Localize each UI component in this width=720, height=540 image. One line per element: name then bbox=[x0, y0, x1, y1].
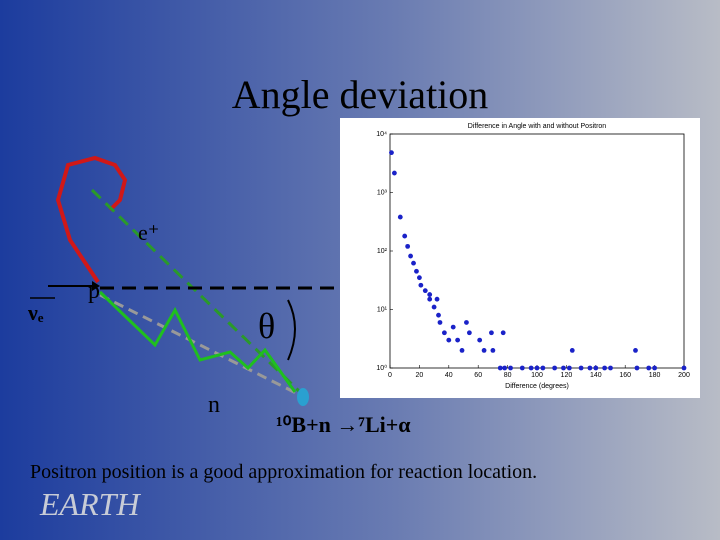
y-tick-label: 10² bbox=[377, 248, 388, 255]
point bbox=[566, 365, 572, 371]
logo: EARTH bbox=[39, 486, 141, 522]
point bbox=[528, 365, 534, 371]
label: p bbox=[88, 278, 100, 304]
label: νₑ bbox=[27, 300, 44, 325]
point bbox=[534, 365, 540, 371]
point bbox=[519, 365, 525, 371]
point bbox=[411, 260, 416, 266]
dashed-line bbox=[90, 188, 302, 394]
point bbox=[634, 365, 640, 371]
chart-panel bbox=[340, 118, 700, 398]
point bbox=[422, 288, 428, 294]
point bbox=[466, 330, 472, 336]
point bbox=[602, 365, 608, 371]
point bbox=[561, 365, 566, 371]
point bbox=[397, 214, 403, 220]
x-tick-label: 140 bbox=[590, 372, 602, 379]
point bbox=[569, 347, 575, 353]
point bbox=[652, 365, 657, 371]
point bbox=[502, 365, 508, 371]
chart-title: Difference in Angle with and without Pos… bbox=[468, 123, 607, 130]
point bbox=[437, 320, 443, 325]
x-tick-label: 60 bbox=[474, 372, 482, 379]
point bbox=[646, 365, 652, 371]
x-tick-label: 80 bbox=[504, 372, 512, 379]
y-tick-label: 10⁴ bbox=[376, 131, 387, 138]
point bbox=[414, 268, 419, 274]
x-tick-label: 200 bbox=[678, 372, 690, 379]
angle-arc bbox=[287, 299, 296, 361]
point bbox=[633, 347, 638, 353]
capture-point bbox=[297, 388, 309, 406]
point bbox=[418, 282, 424, 288]
chart: Difference in Angle with and without Pos… bbox=[376, 123, 690, 390]
x-tick-label: 0 bbox=[388, 372, 392, 379]
point bbox=[497, 365, 503, 371]
point bbox=[441, 330, 447, 336]
point bbox=[500, 330, 506, 336]
point bbox=[431, 304, 437, 310]
point bbox=[450, 324, 456, 330]
point bbox=[417, 275, 422, 281]
x-tick-label: 160 bbox=[619, 372, 631, 379]
point bbox=[593, 365, 599, 371]
x-tick-label: 180 bbox=[649, 372, 661, 379]
point bbox=[489, 330, 494, 336]
point bbox=[552, 365, 558, 371]
point bbox=[389, 150, 394, 156]
point bbox=[477, 337, 483, 343]
point bbox=[578, 365, 584, 371]
label: ¹⁰B+n →⁷Li+α bbox=[276, 412, 411, 437]
slide-title: Angle deviation bbox=[232, 72, 489, 117]
x-tick-label: 20 bbox=[416, 372, 424, 379]
positron-track bbox=[55, 155, 128, 284]
point bbox=[459, 347, 465, 353]
point bbox=[455, 337, 461, 343]
point bbox=[408, 253, 413, 259]
y-tick-label: 10⁰ bbox=[376, 364, 387, 372]
label: e⁺ bbox=[138, 220, 159, 245]
label: n bbox=[208, 392, 220, 418]
point bbox=[481, 347, 487, 353]
point bbox=[446, 337, 452, 343]
x-tick-label: 120 bbox=[561, 372, 573, 379]
diagram: e⁺ p νₑ θ n ¹⁰B+n →⁷Li+α bbox=[27, 155, 411, 437]
point bbox=[405, 243, 411, 249]
x-tick-label: 40 bbox=[445, 372, 453, 379]
point bbox=[490, 347, 496, 353]
label: θ bbox=[258, 306, 275, 346]
arrow-head bbox=[92, 281, 100, 291]
point bbox=[540, 365, 546, 371]
point bbox=[508, 365, 513, 371]
neutron-track bbox=[98, 290, 297, 393]
y-tick-label: 10³ bbox=[377, 190, 388, 197]
x-tick-label: 100 bbox=[531, 372, 543, 379]
x-axis-label: Difference (degrees) bbox=[505, 383, 569, 390]
point bbox=[608, 365, 613, 371]
caption: Positron position is a good approximatio… bbox=[30, 461, 537, 483]
point bbox=[434, 296, 440, 302]
point bbox=[464, 320, 469, 325]
point bbox=[681, 365, 687, 371]
dashed-line bbox=[99, 293, 301, 397]
point bbox=[587, 365, 593, 371]
point bbox=[402, 233, 408, 239]
point bbox=[427, 296, 433, 302]
point bbox=[392, 170, 397, 176]
point bbox=[427, 292, 433, 297]
y-tick-label: 10¹ bbox=[377, 307, 388, 314]
point bbox=[436, 312, 441, 318]
